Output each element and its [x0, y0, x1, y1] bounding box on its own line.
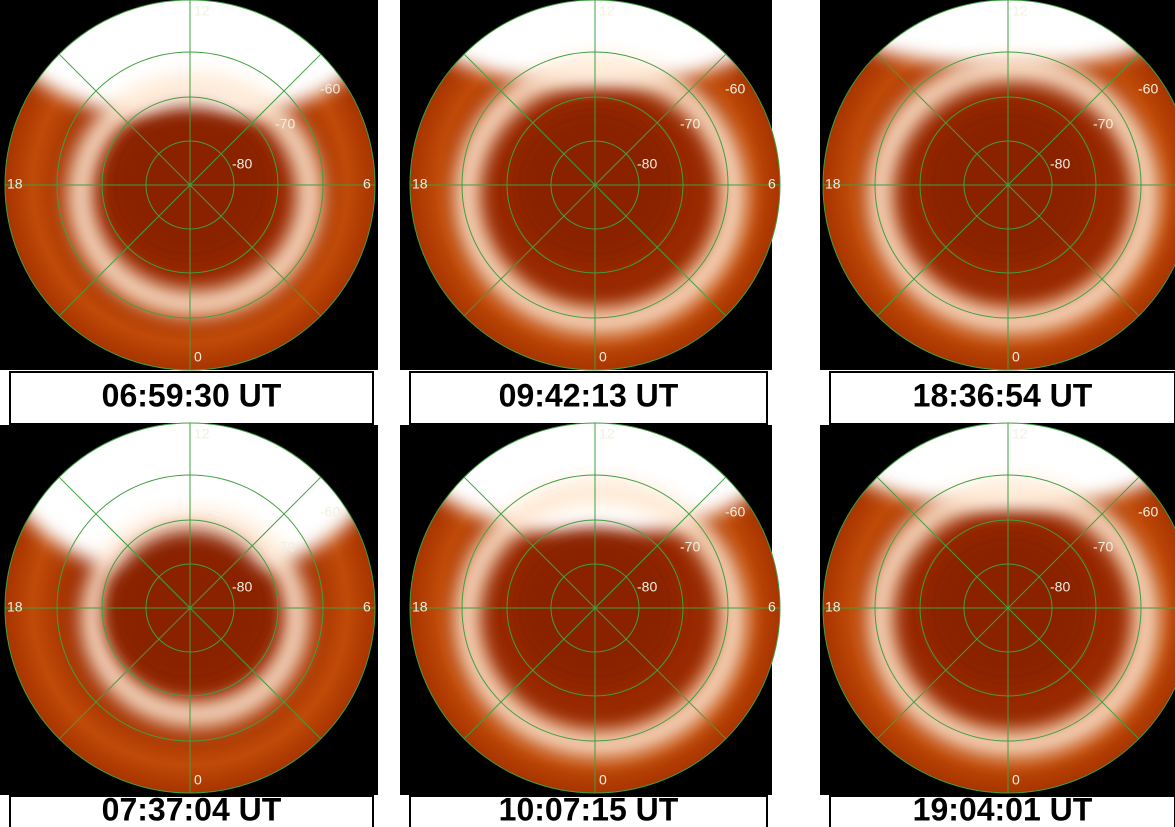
grid-label: -70	[1093, 539, 1113, 555]
grid-label: -60	[1138, 81, 1158, 97]
page: 12 18 6 0 -60 -70 -80 06:59:30 UT 12 18 6 0 -60 -70 -8…	[0, 0, 1175, 827]
grid-label: 0	[194, 772, 202, 788]
grid-label: -60	[725, 81, 745, 97]
grid-label: 18	[825, 176, 841, 192]
grid-label: 12	[599, 426, 615, 442]
grid-label: -80	[1050, 579, 1070, 595]
grid-label: -70	[275, 116, 295, 132]
grid-label: 12	[1012, 3, 1028, 19]
grid-label: -70	[275, 539, 295, 555]
grid-label: -60	[320, 504, 340, 520]
grid-label: -80	[637, 579, 657, 595]
time-label: 07:37:04 UT	[102, 791, 282, 827]
grid-label: -60	[725, 504, 745, 520]
grid-label: 18	[7, 176, 23, 192]
time-label: 09:42:13 UT	[499, 377, 679, 413]
grid-label: 0	[1012, 349, 1020, 365]
grid-label: -60	[1138, 504, 1158, 520]
grid-label: -80	[232, 156, 252, 172]
grid-label: -60	[320, 81, 340, 97]
grid-label: 18	[825, 599, 841, 615]
time-label: 18:36:54 UT	[913, 377, 1093, 413]
time-label: 06:59:30 UT	[102, 377, 282, 413]
grid-label: 6	[768, 176, 776, 192]
time-label: 10:07:15 UT	[499, 791, 679, 827]
grid-label: -80	[1050, 156, 1070, 172]
grid-label: 6	[363, 599, 371, 615]
polar-grid	[410, 0, 780, 370]
polar-grid	[5, 423, 375, 793]
grid-label: 12	[1012, 426, 1028, 442]
grid-label: 12	[194, 3, 210, 19]
panel: 12 18 6 0 -60 -70 -80 09:42:13 UT	[392, 0, 799, 424]
panel: 12 18 6 0 -60 -70 -80 06:59:30 UT	[0, 0, 394, 424]
grid-label: 18	[412, 176, 428, 192]
grid-label: 18	[412, 599, 428, 615]
time-label: 19:04:01 UT	[913, 791, 1093, 827]
figure: 12 18 6 0 -60 -70 -80 06:59:30 UT 12 18 6 0 -60 -70 -8…	[0, 0, 1175, 827]
polar-grid	[5, 0, 375, 370]
grid-label: -80	[232, 579, 252, 595]
grid-label: 0	[1012, 772, 1020, 788]
grid-label: -80	[637, 156, 657, 172]
grid-label: 12	[194, 426, 210, 442]
grid-label: -70	[680, 539, 700, 555]
grid-label: 6	[768, 599, 776, 615]
grid-label: 12	[599, 3, 615, 19]
grid-label: 0	[599, 772, 607, 788]
grid-label: 18	[7, 599, 23, 615]
grid-label: 6	[363, 176, 371, 192]
grid-label: 0	[599, 349, 607, 365]
grid-label: -70	[1093, 116, 1113, 132]
grid-label: -70	[680, 116, 700, 132]
polar-grid	[410, 423, 780, 793]
grid-label: 0	[194, 349, 202, 365]
